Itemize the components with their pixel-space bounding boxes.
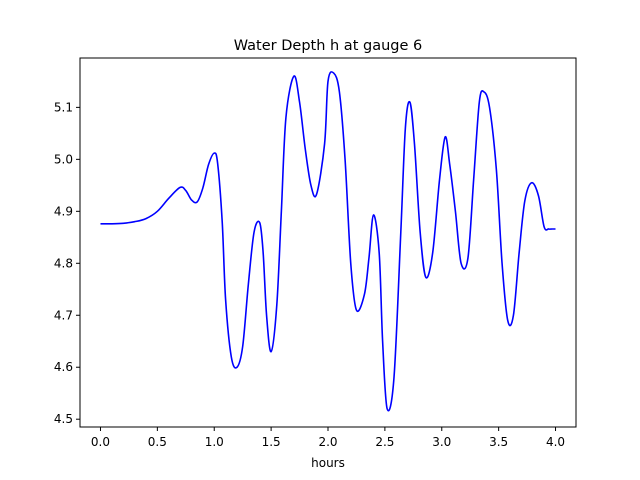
y-tick-label: 5.1 xyxy=(54,100,73,114)
x-tick-label: 1.0 xyxy=(205,435,224,449)
x-tick-label: 4.0 xyxy=(546,435,565,449)
x-tick-label: 3.0 xyxy=(432,435,451,449)
x-tick-label: 0.0 xyxy=(91,435,110,449)
plot-area xyxy=(100,71,556,412)
series-line-0 xyxy=(100,71,556,412)
y-tick-label: 5.0 xyxy=(54,152,73,166)
y-tick-label: 4.8 xyxy=(54,256,73,270)
y-tick-label: 4.9 xyxy=(54,204,73,218)
x-tick-label: 2.5 xyxy=(375,435,394,449)
x-axis: 0.0 0.5 1.0 1.5 2.0 2.5 3.0 3.5 4.0 xyxy=(91,427,565,449)
y-tick-label: 4.6 xyxy=(54,360,73,374)
y-axis: 4.5 4.6 4.7 4.8 4.9 5.0 5.1 xyxy=(54,100,80,426)
y-tick-label: 4.7 xyxy=(54,308,73,322)
x-tick-label: 0.5 xyxy=(148,435,167,449)
x-tick-label: 1.5 xyxy=(262,435,281,449)
x-tick-label: 3.5 xyxy=(489,435,508,449)
chart-title: Water Depth h at gauge 6 xyxy=(234,38,422,54)
x-tick-label: 2.0 xyxy=(318,435,337,449)
x-axis-label: hours xyxy=(311,456,345,470)
y-tick-label: 4.5 xyxy=(54,412,73,426)
